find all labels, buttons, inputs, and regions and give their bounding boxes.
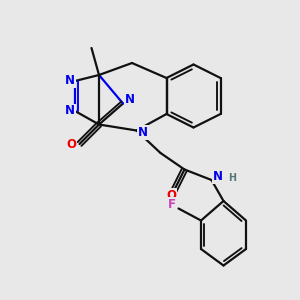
Text: N: N [64, 74, 75, 88]
Text: O: O [66, 137, 76, 151]
Text: N: N [124, 93, 135, 106]
Text: F: F [168, 198, 176, 212]
Text: N: N [138, 126, 148, 140]
Text: H: H [228, 172, 236, 183]
Text: N: N [64, 104, 75, 118]
Text: N: N [213, 170, 223, 183]
Text: O: O [166, 189, 176, 203]
